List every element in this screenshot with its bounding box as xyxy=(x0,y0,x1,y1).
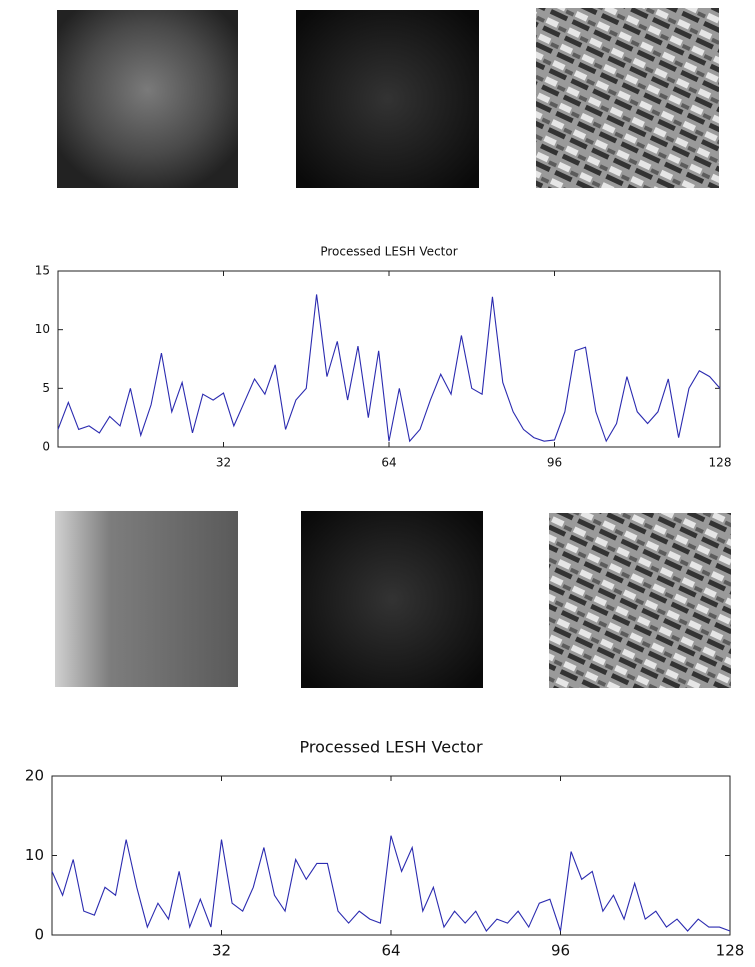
plot-frame xyxy=(57,270,721,448)
edge-image xyxy=(301,511,483,688)
y-tick-label: 15 xyxy=(35,264,50,278)
y-tick-label: 5 xyxy=(42,381,50,395)
y-tick-label: 20 xyxy=(25,767,44,785)
y-tick-label: 10 xyxy=(35,322,50,336)
y-tick-label: 10 xyxy=(25,846,44,864)
y-tick-label: 0 xyxy=(34,926,44,944)
edge-image xyxy=(296,10,479,188)
face-image xyxy=(55,511,238,687)
x-tick-label: 32 xyxy=(212,942,231,960)
x-tick-label: 32 xyxy=(216,456,231,470)
chart-title: Processed LESH Vector xyxy=(320,245,457,259)
y-tick-label: 0 xyxy=(42,440,50,454)
x-tick-label: 128 xyxy=(716,942,745,960)
series-line xyxy=(51,835,731,932)
x-tick-label: 96 xyxy=(551,942,570,960)
face-image xyxy=(57,10,238,188)
x-tick-label: 128 xyxy=(709,456,732,470)
x-tick-label: 64 xyxy=(381,456,396,470)
series-line xyxy=(57,294,721,443)
orientation-image xyxy=(536,8,719,188)
x-tick-label: 96 xyxy=(547,456,562,470)
plot-frame xyxy=(51,775,731,936)
chart-title: Processed LESH Vector xyxy=(299,738,482,757)
x-tick-label: 64 xyxy=(381,942,400,960)
orientation-image xyxy=(549,513,731,688)
